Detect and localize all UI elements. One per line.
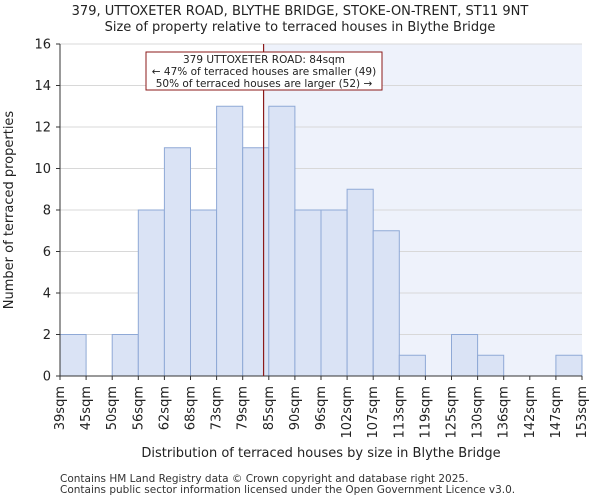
x-tick-label: 96sqm <box>314 386 329 430</box>
chart-subtitle: Size of property relative to terraced ho… <box>104 20 496 35</box>
footer-line-1: Contains HM Land Registry data © Crown c… <box>60 473 469 485</box>
histogram-bar <box>346 188 374 377</box>
x-tick-label: 102sqm <box>340 386 355 439</box>
y-tick-label: 16 <box>34 38 51 53</box>
y-tick-label: 14 <box>34 79 51 94</box>
annotation-line-3: 50% of terraced houses are larger (52) → <box>156 78 373 90</box>
chart-title: 379, UTTOXETER ROAD, BLYTHE BRIDGE, STOK… <box>71 4 529 19</box>
histogram-bar <box>137 209 165 377</box>
y-tick-label: 6 <box>43 245 51 260</box>
x-tick-label: 142sqm <box>523 386 538 439</box>
histogram-bar <box>320 209 348 377</box>
histogram-bar <box>190 209 218 377</box>
x-tick-label: 153sqm <box>575 386 590 439</box>
y-tick-label: 10 <box>34 162 51 177</box>
histogram-bar <box>163 147 191 377</box>
x-tick-label: 45sqm <box>79 386 94 430</box>
histogram-bar <box>216 105 244 377</box>
histogram-bar <box>242 147 270 377</box>
y-tick-label: 4 <box>43 287 51 302</box>
x-tick-label: 68sqm <box>184 386 199 430</box>
x-tick-label: 85sqm <box>262 386 277 430</box>
x-tick-label: 136sqm <box>497 386 512 439</box>
y-axis-label: Number of terraced properties <box>2 111 17 310</box>
histogram-bar <box>111 334 139 377</box>
histogram-bar <box>59 334 87 377</box>
x-tick-label: 73sqm <box>210 386 225 430</box>
x-tick-label: 56sqm <box>131 386 146 430</box>
x-tick-label: 39sqm <box>53 386 68 430</box>
histogram-bar <box>451 334 479 377</box>
y-tick-label: 8 <box>43 204 51 219</box>
x-tick-label: 147sqm <box>549 386 564 439</box>
annotation-line-2: ← 47% of terraced houses are smaller (49… <box>152 66 376 78</box>
y-tick-label: 2 <box>43 328 51 343</box>
y-tick-label: 12 <box>34 121 51 136</box>
histogram-bar <box>268 105 296 377</box>
annotation-box <box>145 51 383 91</box>
histogram-bar <box>477 354 505 377</box>
x-axis-label: Distribution of terraced houses by size … <box>141 446 500 461</box>
annotation-line-1: 379 UTTOXETER ROAD: 84sqm <box>183 54 345 66</box>
x-tick-label: 50sqm <box>105 386 120 430</box>
histogram-bar <box>398 354 426 377</box>
y-tick-label: 0 <box>43 370 51 385</box>
footer-line-2: Contains public sector information licen… <box>60 484 516 496</box>
x-tick-label: 62sqm <box>157 386 172 430</box>
histogram-bar <box>372 230 400 377</box>
x-tick-label: 119sqm <box>418 386 433 439</box>
x-tick-label: 113sqm <box>392 386 407 439</box>
x-tick-label: 107sqm <box>366 386 381 439</box>
x-tick-label: 90sqm <box>288 386 303 430</box>
x-tick-label: 130sqm <box>471 386 486 439</box>
histogram-bar <box>555 354 583 377</box>
x-tick-label: 125sqm <box>445 386 460 439</box>
x-tick-label: 79sqm <box>236 386 251 430</box>
histogram-bar <box>294 209 322 377</box>
